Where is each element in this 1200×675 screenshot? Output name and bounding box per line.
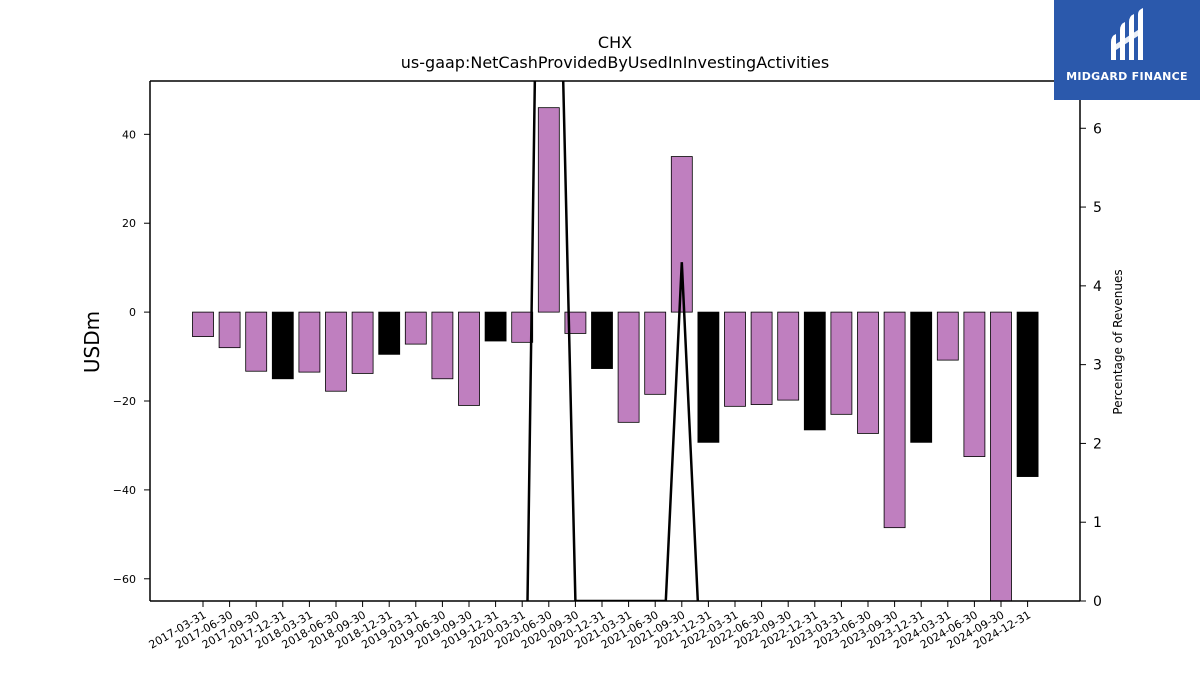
percentage-line [526, 81, 700, 601]
y2-tick-label: 2 [1093, 436, 1102, 452]
y2-tick-label: 0 [1093, 594, 1102, 610]
y-tick-label: 0 [129, 306, 136, 319]
bar [936, 311, 959, 361]
y2-axis-label: Percentage of Revenues [1111, 269, 1125, 414]
y2-tick-label: 3 [1093, 358, 1102, 374]
y-tick-label: 40 [122, 128, 136, 141]
bar [192, 311, 214, 337]
bar [537, 107, 560, 313]
bar [404, 311, 427, 345]
bar [777, 311, 800, 401]
bar [990, 311, 1012, 601]
bar [883, 311, 906, 529]
bar [910, 311, 933, 443]
logo-mark-icon [1111, 8, 1143, 60]
y-tick-label: −20 [113, 395, 136, 408]
chart-subtitle: us-gaap:NetCashProvidedByUsedInInvesting… [400, 53, 830, 72]
bar [218, 311, 241, 349]
bar [298, 311, 321, 373]
bar [750, 311, 773, 405]
bar [670, 156, 693, 313]
bar [830, 311, 853, 415]
bar [644, 311, 667, 395]
y2-tick-label: 5 [1093, 200, 1102, 216]
bar [245, 311, 268, 372]
bar [591, 311, 613, 369]
bar [378, 311, 401, 355]
y-tick-label: −60 [113, 573, 136, 586]
y-axis-label: USDm [80, 311, 104, 373]
bar [963, 311, 986, 457]
bar [271, 311, 294, 380]
bar [325, 311, 347, 392]
bar [431, 311, 454, 380]
logo-text: MIDGARD FINANCE [1066, 70, 1188, 83]
y-tick-label: −40 [113, 484, 136, 497]
bar [1016, 311, 1039, 477]
bar [617, 311, 640, 423]
bar [724, 311, 746, 407]
bar [484, 311, 507, 342]
bars-group [192, 107, 1039, 601]
y2-tick-label: 4 [1093, 279, 1102, 295]
bar [857, 311, 879, 434]
y2-tick-label: 6 [1093, 121, 1102, 137]
bar [511, 311, 534, 343]
percentage-line-group [526, 81, 700, 601]
y-tick-label: 20 [122, 217, 136, 230]
bar [697, 311, 720, 443]
y2-tick-label: 1 [1093, 515, 1102, 531]
bar [803, 311, 826, 431]
logo: MIDGARD FINANCE [1054, 0, 1200, 100]
bar [351, 311, 374, 374]
chart-title: CHX [597, 33, 633, 52]
bar [458, 311, 480, 406]
